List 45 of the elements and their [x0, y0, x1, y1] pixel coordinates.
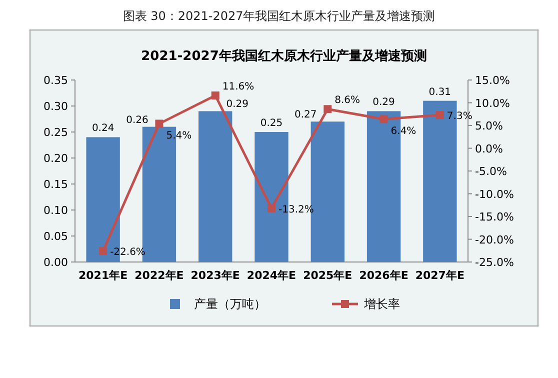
y2-tick-label: -25.0%: [475, 256, 514, 269]
point: [324, 105, 332, 114]
y2-tick-label: 10.0%: [475, 96, 510, 110]
data-label: 0.27: [294, 110, 317, 121]
data-label: 11.6%: [222, 81, 254, 92]
y-tick-label: 0.00: [44, 256, 68, 269]
y-tick-label: 0.15: [44, 178, 68, 191]
y-tick-label: 0.05: [44, 230, 68, 243]
point: [268, 204, 276, 212]
x-tick-label: 2027年E: [415, 269, 464, 282]
y2-tick-label: -20.0%: [475, 233, 514, 246]
x-tick-label: 2023年E: [190, 269, 240, 282]
x-tick-label: 2025年E: [303, 269, 352, 282]
data-label: 0.29: [372, 97, 395, 108]
point: [380, 115, 388, 124]
y-tick-label: 0.10: [44, 204, 68, 217]
legend-label: 增长率: [363, 297, 400, 311]
data-label: 0.26: [126, 114, 148, 126]
text: 图表 30：2021-2027年我国红木原木行业产量及增速预测: [122, 9, 436, 23]
bar: [198, 111, 232, 262]
x-tick-label: 2026年E: [359, 269, 408, 282]
x-tick-label: 2024年E: [246, 269, 296, 282]
data-label: 0.25: [260, 118, 283, 129]
point: [211, 91, 220, 100]
y2-tick-label: 15.0%: [475, 74, 510, 87]
y2-tick-label: -5.0%: [475, 165, 507, 178]
data-label: 0.29: [226, 99, 248, 110]
y2-tick-label: -15.0%: [475, 210, 514, 224]
y2-tick-label: -10.0%: [475, 188, 514, 201]
legend-label: 产量（万吨）: [194, 297, 266, 311]
x-tick-label: 2021年E: [78, 269, 128, 282]
data-label: 8.6%: [334, 95, 360, 106]
point: [99, 247, 108, 256]
y-tick-label: 0.25: [44, 126, 68, 139]
x-tick-label: 2022年E: [134, 269, 184, 282]
point: [436, 111, 444, 120]
y2-tick-label: 0.0%: [475, 142, 503, 156]
data-label: 0.31: [428, 86, 452, 98]
y2-tick-label: 5.0%: [475, 120, 503, 132]
chart-title: 2021-2027年我国红木原木行业产量及增速预测: [141, 48, 427, 64]
y-tick-label: 0.20: [44, 152, 68, 165]
point: [155, 120, 164, 128]
y-tick-label: 0.30: [44, 100, 68, 113]
y-tick-label: 0.35: [44, 74, 68, 87]
data-label: 0.24: [92, 123, 114, 134]
